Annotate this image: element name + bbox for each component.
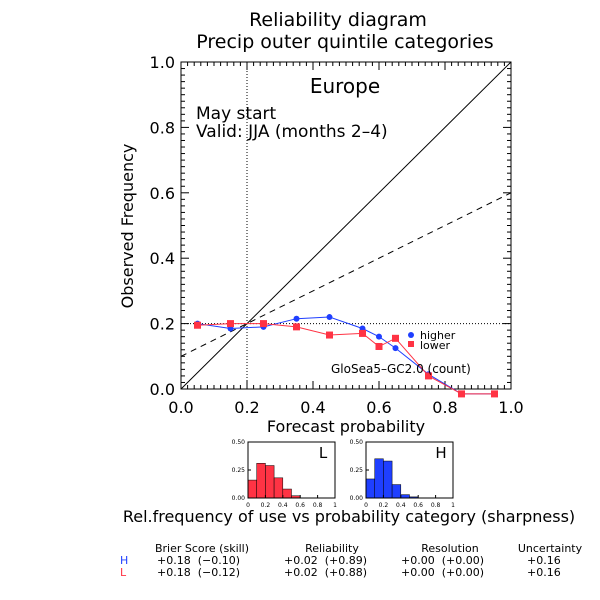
histogram-y-tick-label: 0.00 (232, 495, 246, 502)
legend-lower-marker (408, 341, 414, 347)
reference-lines (180, 61, 512, 390)
y-tick-label: 0.0 (150, 380, 175, 399)
valid-label: Valid: JJA (months 2–4) (196, 122, 388, 142)
histogram-bar (383, 460, 393, 499)
histogram-y-tick-label: 0.00 (350, 495, 364, 502)
stats-row-label-higher: H (120, 554, 128, 567)
y-tick-label: 0.4 (150, 249, 175, 268)
data-point-lower (227, 320, 234, 328)
data-point-lower (194, 321, 201, 329)
histogram-label: H (435, 444, 446, 462)
legend-higher-label: higher (420, 329, 456, 342)
histogram-label: L (319, 444, 328, 462)
stats-table: Brier Score (skill) Reliability Resoluti… (120, 542, 583, 579)
data-point-lower (293, 323, 300, 331)
histogram-x-tick-label: 0.6 (295, 502, 305, 509)
stats-header-resolution: Resolution (421, 542, 479, 555)
chart-subtitle: Precip outer quintile categories (196, 31, 493, 53)
histogram-bar (265, 465, 275, 499)
x-tick-label: 0.8 (432, 398, 457, 417)
y-axis-label: Observed Frequency (118, 144, 137, 309)
histogram-bar (374, 458, 384, 499)
x-tick-label: 1.0 (498, 398, 523, 417)
stats-cell: +0.16 (527, 554, 561, 567)
data-point-lower (375, 342, 383, 350)
region-label: Europe (310, 74, 380, 98)
data-point-lower (260, 320, 267, 328)
histogram-x-tick-label: 0.4 (396, 502, 406, 509)
histogram-y-tick-label: 0.50 (232, 439, 246, 446)
histogram-bar (365, 478, 375, 499)
histogram-bar (256, 463, 266, 499)
histogram-x-tick-label: 0.8 (431, 502, 441, 509)
stats-header-reliability: Reliability (305, 542, 359, 555)
histogram-x-tick-label: 1 (451, 502, 455, 509)
stats-header-brier: Brier Score (skill) (155, 542, 249, 555)
x-tick-label: 0.2 (234, 398, 259, 417)
stats-cell: +0.18 (−0.10) (157, 554, 240, 567)
sharpness-title: Rel.frequency of use vs probability cate… (123, 507, 575, 526)
no-skill-line (180, 192, 512, 357)
histogram-bar (273, 477, 284, 499)
model-label: GloSea5–GC2.0 (count) (331, 362, 471, 376)
axis-ticks (180, 61, 512, 390)
histogram-bar (282, 488, 292, 499)
histogram-x-tick-label: 0.6 (413, 502, 423, 509)
legend-higher-marker (408, 332, 414, 338)
x-tick-label: 0.0 (168, 398, 193, 417)
data-point-higher (392, 345, 399, 352)
reliability-plot: 0.0 0.2 0.4 0.6 0.8 1.0 0.0 0.2 0.4 0.6 0.8 1.0 Eur… (118, 53, 524, 436)
x-axis-label: Forecast probability (267, 417, 425, 436)
y-tick-label: 0.8 (150, 118, 175, 137)
data-point-lower (392, 334, 399, 342)
x-tick-label: 0.6 (366, 398, 391, 417)
histogram-x-tick-label: 0 (246, 502, 250, 509)
legend-lower-label: lower (420, 339, 451, 352)
perfect-reliability-line (180, 61, 512, 390)
histogram-x-tick-label: 0.4 (278, 502, 288, 509)
stats-cell: +0.02 (+0.88) (284, 566, 367, 579)
histogram-x-tick-label: 0.2 (261, 502, 271, 509)
data-point-lower (425, 372, 432, 380)
stats-cell: +0.00 (+0.00) (401, 554, 484, 567)
data-point-higher (376, 333, 382, 340)
data-series (194, 314, 498, 398)
histogram-y-tick-label: 0.50 (350, 439, 364, 446)
stats-cell: +0.02 (+0.89) (284, 554, 367, 567)
histogram-y-tick-label: 0.25 (232, 467, 246, 474)
y-tick-label: 0.6 (150, 184, 175, 203)
histogram-bar (247, 479, 257, 499)
stats-cell: +0.00 (+0.00) (401, 566, 484, 579)
start-label: May start (196, 104, 276, 124)
data-point-higher (326, 314, 333, 321)
y-tick-label: 1.0 (150, 53, 175, 72)
chart-title: Reliability diagram (249, 9, 427, 31)
histogram-y-tick-label: 0.25 (350, 467, 364, 474)
histogram-x-tick-label: 0.8 (313, 502, 323, 509)
histogram-x-tick-label: 1 (333, 502, 337, 509)
data-point-higher (293, 315, 300, 322)
histogram-x-tick-label: 0 (364, 502, 368, 509)
stats-cell: +0.18 (−0.12) (157, 566, 240, 579)
data-point-lower (491, 390, 498, 398)
histogram-bar (391, 484, 402, 499)
axis-tick-labels: 0.0 0.2 0.4 0.6 0.8 1.0 0.0 0.2 0.4 0.6 0.8 1.0 (150, 53, 524, 417)
data-point-lower (458, 390, 465, 398)
x-tick-label: 0.4 (300, 398, 325, 417)
histogram-bar (400, 494, 410, 499)
stats-header-uncertainty: Uncertainty (518, 542, 583, 555)
stats-cell: +0.16 (527, 566, 561, 579)
sharpness-histogram-higher: 0 0.2 0.4 0.6 0.8 1 0.00 0.25 0.50 H (350, 439, 455, 509)
sharpness-histogram-lower: 0 0.2 0.4 0.6 0.8 1 0.00 0.25 0.50 L (232, 439, 337, 509)
y-tick-label: 0.2 (150, 315, 175, 334)
data-point-lower (326, 331, 333, 339)
stats-row-label-lower: L (120, 566, 127, 579)
legend: higher lower (408, 329, 456, 352)
histogram-x-tick-label: 0.2 (379, 502, 389, 509)
data-point-lower (359, 329, 366, 337)
